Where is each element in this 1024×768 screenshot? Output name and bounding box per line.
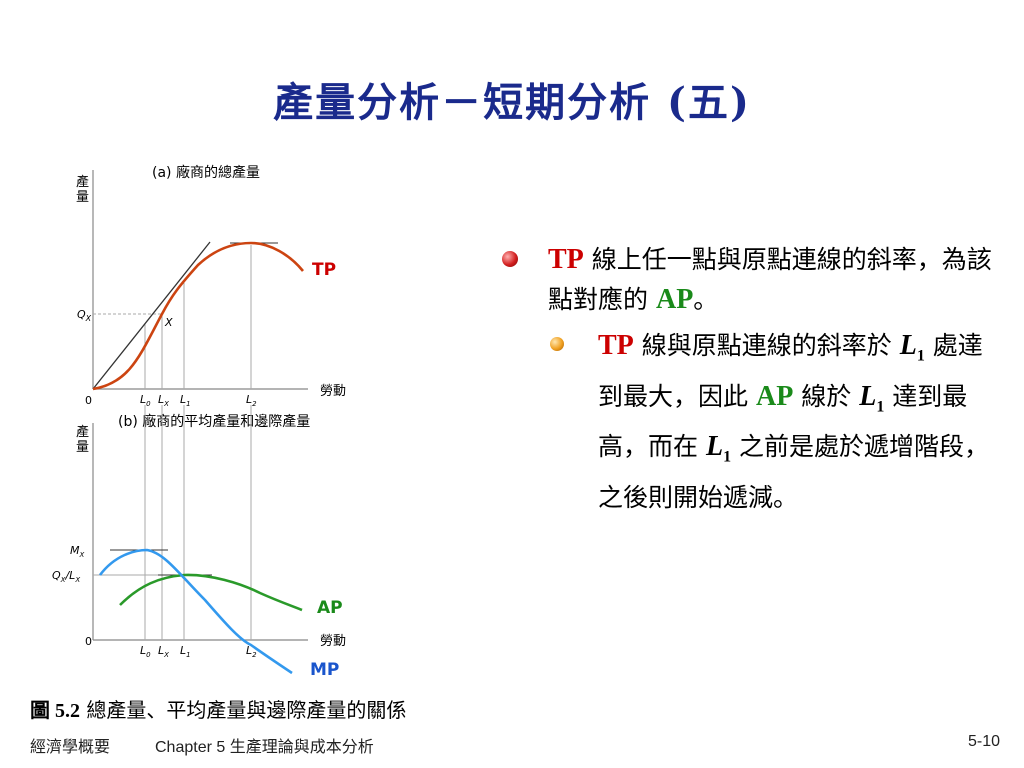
tick-l1-b: L1 [180,644,191,659]
bullet-2-text-b: 處達到最大，因此 [598,331,983,411]
tick-l2-a: L2 [246,393,257,408]
tp-curve-label: TP [312,260,336,280]
bullet-1: TP 線上任一點與原點連線的斜率，為該點對應的 AP。 [500,240,1000,320]
panel-b-y-label-1: 產 [76,424,89,440]
tick-l1-a: L1 [180,393,191,408]
l1-term-3: L1 [705,431,732,466]
panel-a-ticks: L0 LX L1 L2 [140,393,257,408]
caption-number: 圖 5.2 [30,700,80,722]
bullet-1-text-b: 。 [693,285,719,314]
bullet-list: TP 線上任一點與原點連線的斜率，為該點對應的 AP。 TP 線與原點連線的斜率… [500,240,1000,518]
l1-term-2: L1 [859,380,885,416]
panel-b-title: (b) 廠商的平均產量和邊際產量 [118,413,310,430]
footer-course: 經濟學概要 [30,739,111,756]
panel-a-origin: 0 [85,394,92,407]
orange-bullet-icon [550,337,564,351]
tick-l2-b: L2 [246,644,257,659]
footer-chapter: Chapter 5 生產理論與成本分析 [155,739,374,756]
slide-title: 產量分析－短期分析 (五) [273,79,751,126]
l1-term-1: L1 [899,330,925,365]
bullet-2-text-a: 線與原點連線的斜率於 [641,331,892,360]
tp-term: TP [548,244,584,275]
mp-curve-label: MP [310,660,339,680]
tp-term-2: TP [598,330,634,361]
panel-a-y-label-1: 產 [76,174,89,190]
production-figure: (a) 廠商的總產量 產 量 0 勞動 QX X TP L0 LX L1 L2 … [40,155,370,685]
x-point-label: X [164,316,173,329]
bullet-2-text-e: 之前是處於遞增階段，之後則開始遞減。 [598,432,990,512]
mp-curve [98,548,293,675]
bullet-2-text-c: 線於 [801,381,852,411]
production-diagram: (a) 廠商的總產量 產 量 0 勞動 QX X TP L0 LX L1 L2 … [52,164,346,680]
bullet-2-text-d: 達到最高，而在 [598,381,968,462]
red-bullet-icon [502,251,518,267]
ap-curve [119,573,303,612]
panel-a-x-label: 勞動 [320,384,346,399]
ap-term: AP [655,284,694,315]
tick-lx-a: LX [158,393,169,408]
qx-label: QX [77,308,92,323]
tp-curve [92,241,305,391]
ap-term-2: AP [755,380,794,412]
footer-page-number: 5-10 [967,733,1000,750]
panel-a-title: (a) 廠商的總產量 [152,164,260,181]
ap-curve-label: AP [317,598,343,618]
bullet-2: TP 線與原點連線的斜率於 L1 處達到最大，因此 AP 線於 L1 達到最高，… [500,326,1000,518]
tick-lx-b: LX [158,644,169,659]
bullet-1-text-a: 線上任一點與原點連線的斜率，為該點對應的 [548,245,992,314]
figure-caption: 圖 5.2 總產量、平均產量與邊際產量的關係 [30,694,406,723]
mx-label: MX [70,544,85,559]
tangent-line [92,241,211,390]
ratio-label: QX/LX [52,569,80,584]
tick-l0-a: L0 [140,393,151,408]
panel-b-y-label-2: 量 [76,440,89,455]
panel-a-y-label-2: 量 [76,190,89,205]
caption-text: 總產量、平均產量與邊際產量的關係 [86,698,407,722]
panel-b-origin: 0 [85,635,92,648]
panel-b-ticks: L0 LX L1 L2 [140,644,257,659]
tick-l0-b: L0 [140,644,151,659]
panel-b-x-label: 勞動 [320,634,346,649]
